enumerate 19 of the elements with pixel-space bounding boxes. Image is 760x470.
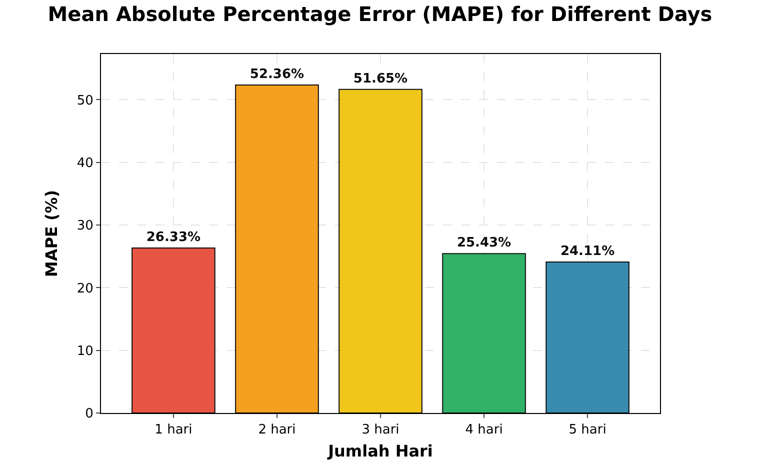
x-tick-label: 5 hari [568,422,606,438]
y-tick-label: 0 [85,406,94,422]
y-tick-label: 20 [76,281,94,296]
x-axis-title: Jumlah Hari [327,441,433,460]
x-tick-label: 4 hari [465,422,503,438]
data-label: 51.65% [353,71,408,86]
chart-title: Mean Absolute Percentage Error (MAPE) for Different Days [48,2,712,26]
y-axis-title: MAPE (%) [42,190,61,278]
x-tick-label: 1 hari [154,422,192,438]
x-tick-label: 2 hari [258,422,296,438]
data-label: 52.36% [250,66,304,82]
y-tick-label: 40 [76,156,94,171]
y-tick-label: 10 [76,344,94,359]
y-tick-label: 50 [76,93,94,108]
data-label: 26.33% [146,230,201,246]
data-label: 24.11% [560,244,615,259]
y-tick-label: 30 [76,218,94,234]
x-tick-label: 3 hari [362,422,400,438]
data-label: 25.43% [456,236,512,251]
